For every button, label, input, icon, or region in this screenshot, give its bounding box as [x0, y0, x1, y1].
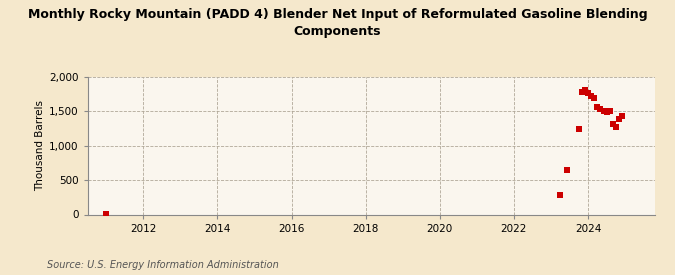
Point [595, 106, 605, 111]
Point [580, 88, 591, 92]
Point [561, 167, 572, 172]
Point [598, 109, 609, 114]
Text: Source: U.S. Energy Information Administration: Source: U.S. Energy Information Administ… [47, 260, 279, 270]
Point [614, 117, 624, 121]
Point [589, 96, 600, 101]
Point [101, 212, 111, 216]
Point [576, 90, 587, 94]
Point [573, 126, 584, 131]
Point [604, 108, 615, 113]
Y-axis label: Thousand Barrels: Thousand Barrels [35, 100, 45, 191]
Point [608, 122, 618, 127]
Point [592, 104, 603, 109]
Point [617, 114, 628, 118]
Text: Monthly Rocky Mountain (PADD 4) Blender Net Input of Reformulated Gasoline Blend: Monthly Rocky Mountain (PADD 4) Blender … [28, 8, 647, 38]
Point [555, 192, 566, 197]
Point [601, 110, 612, 114]
Point [586, 94, 597, 98]
Point [610, 125, 621, 129]
Point [583, 91, 593, 96]
